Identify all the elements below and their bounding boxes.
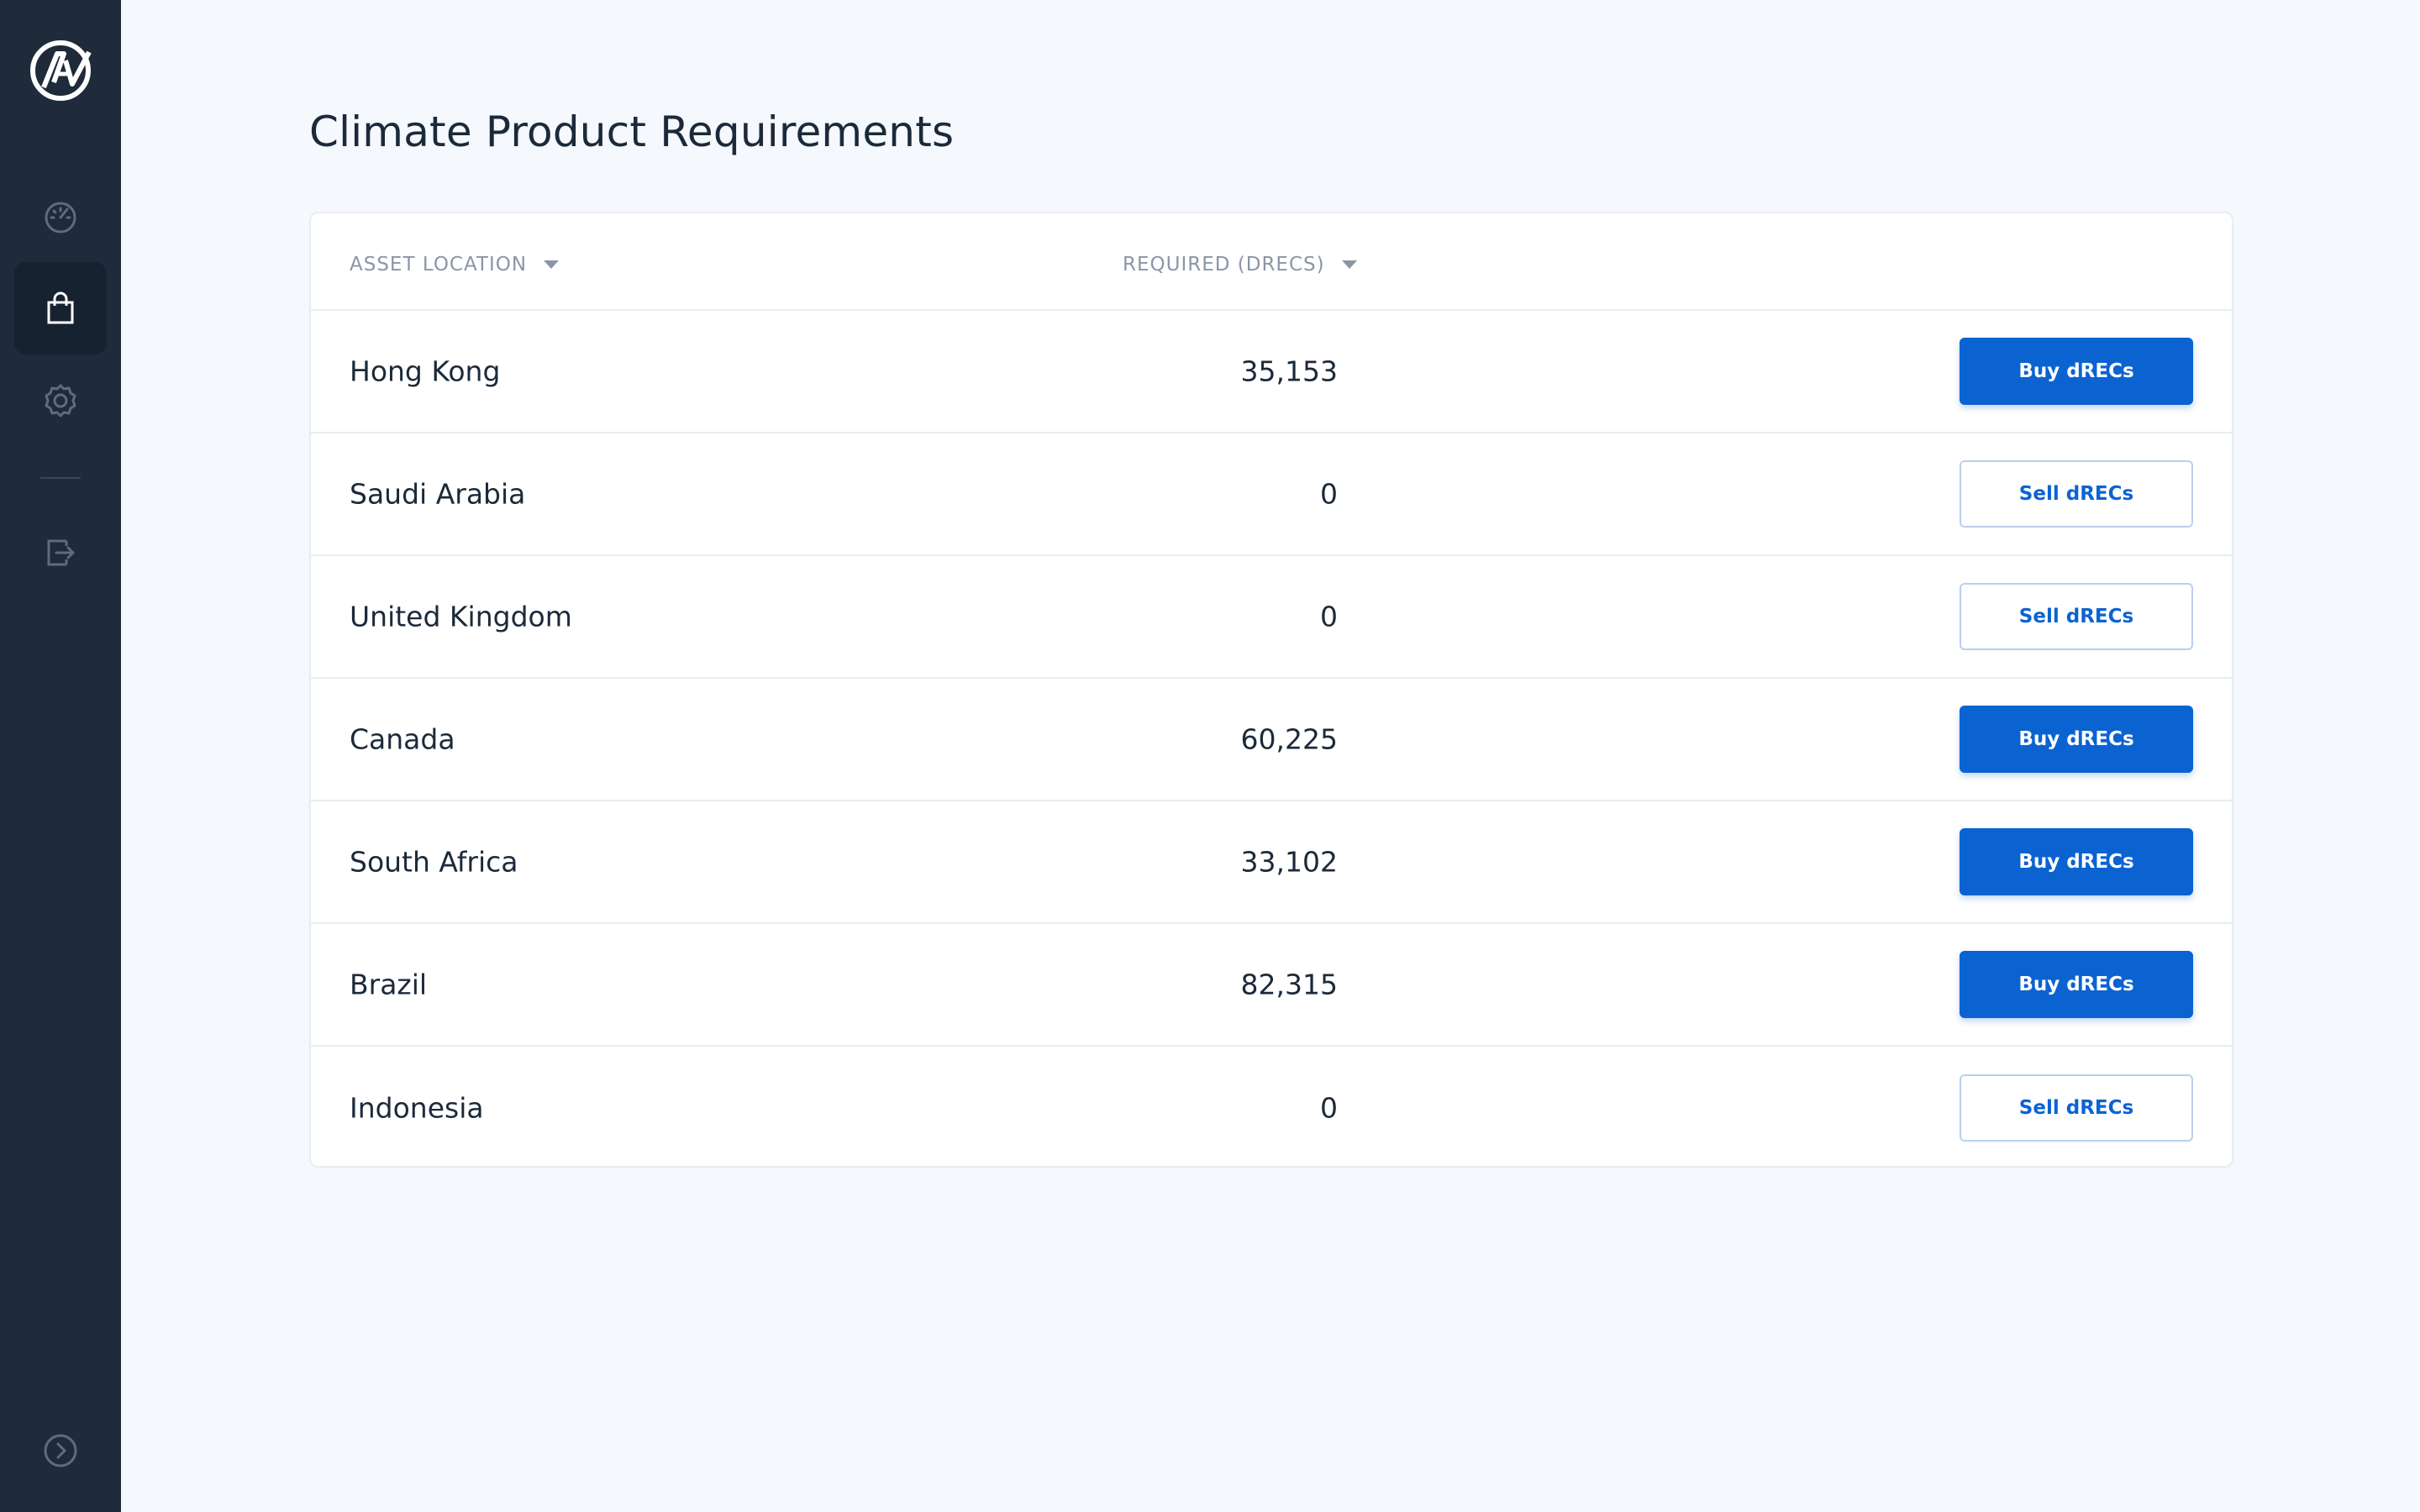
main-content: Climate Product Requirements ASSET LOCAT…: [121, 0, 2420, 1512]
required-cell: 35,153: [1240, 354, 1338, 388]
gauge-icon: [45, 202, 76, 234]
buy-drecs-button[interactable]: Buy dRECs: [1960, 706, 2193, 773]
required-cell: 60,225: [1240, 722, 1338, 756]
shopping-bag-icon: [47, 291, 74, 324]
exit-icon: [47, 539, 75, 566]
table-row: Hong Kong 35,153 Buy dRECs: [311, 311, 2232, 433]
table-row: Indonesia 0 Sell dRECs: [311, 1047, 2232, 1166]
nav-item-dashboard[interactable]: [14, 170, 107, 262]
chevron-right-circle-icon: [44, 1434, 77, 1467]
required-cell: 0: [1320, 1091, 1338, 1125]
nav-item-shop[interactable]: [14, 262, 107, 354]
location-cell: Indonesia: [350, 1091, 484, 1125]
table-row: Saudi Arabia 0 Sell dRECs: [311, 433, 2232, 556]
sort-caret-icon: [544, 260, 560, 269]
table-row: Brazil 82,315 Buy dRECs: [311, 924, 2232, 1047]
table-row: South Africa 33,102 Buy dRECs: [311, 801, 2232, 924]
buy-drecs-button[interactable]: Buy dRECs: [1960, 828, 2193, 895]
location-cell: Canada: [350, 722, 455, 756]
sidebar-expand-button[interactable]: [14, 1404, 107, 1497]
location-cell: United Kingdom: [350, 600, 572, 633]
required-cell: 0: [1320, 600, 1338, 633]
column-header-location[interactable]: ASSET LOCATION: [350, 254, 560, 276]
page-title: Climate Product Requirements: [309, 108, 955, 156]
location-cell: Brazil: [350, 968, 428, 1001]
buy-drecs-button[interactable]: Buy dRECs: [1960, 951, 2193, 1018]
sell-drecs-button[interactable]: Sell dRECs: [1960, 460, 2193, 528]
column-header-location-label: ASSET LOCATION: [350, 254, 528, 276]
column-header-required[interactable]: REQUIRED (DRECS): [1123, 254, 1357, 276]
column-header-required-label: REQUIRED (DRECS): [1123, 254, 1325, 276]
av-logo-icon[interactable]: [27, 40, 94, 101]
location-cell: South Africa: [350, 845, 518, 879]
required-cell: 33,102: [1240, 845, 1338, 879]
location-cell: Saudi Arabia: [350, 477, 526, 511]
nav-item-settings[interactable]: [14, 354, 107, 447]
table-row: United Kingdom 0 Sell dRECs: [311, 556, 2232, 679]
requirements-table: ASSET LOCATION REQUIRED (DRECS) Hong Kon…: [309, 212, 2233, 1168]
sidebar-divider: [40, 477, 81, 479]
location-cell: Hong Kong: [350, 354, 501, 388]
sell-drecs-button[interactable]: Sell dRECs: [1960, 583, 2193, 650]
required-cell: 82,315: [1240, 968, 1338, 1001]
buy-drecs-button[interactable]: Buy dRECs: [1960, 338, 2193, 405]
gear-icon: [45, 384, 76, 417]
required-cell: 0: [1320, 477, 1338, 511]
table-header: ASSET LOCATION REQUIRED (DRECS): [311, 213, 2232, 311]
table-row: Canada 60,225 Buy dRECs: [311, 679, 2232, 801]
sell-drecs-button[interactable]: Sell dRECs: [1960, 1074, 2193, 1142]
sort-caret-icon: [1341, 260, 1357, 269]
sidebar: [0, 0, 121, 1512]
nav-item-logout[interactable]: [14, 506, 107, 598]
